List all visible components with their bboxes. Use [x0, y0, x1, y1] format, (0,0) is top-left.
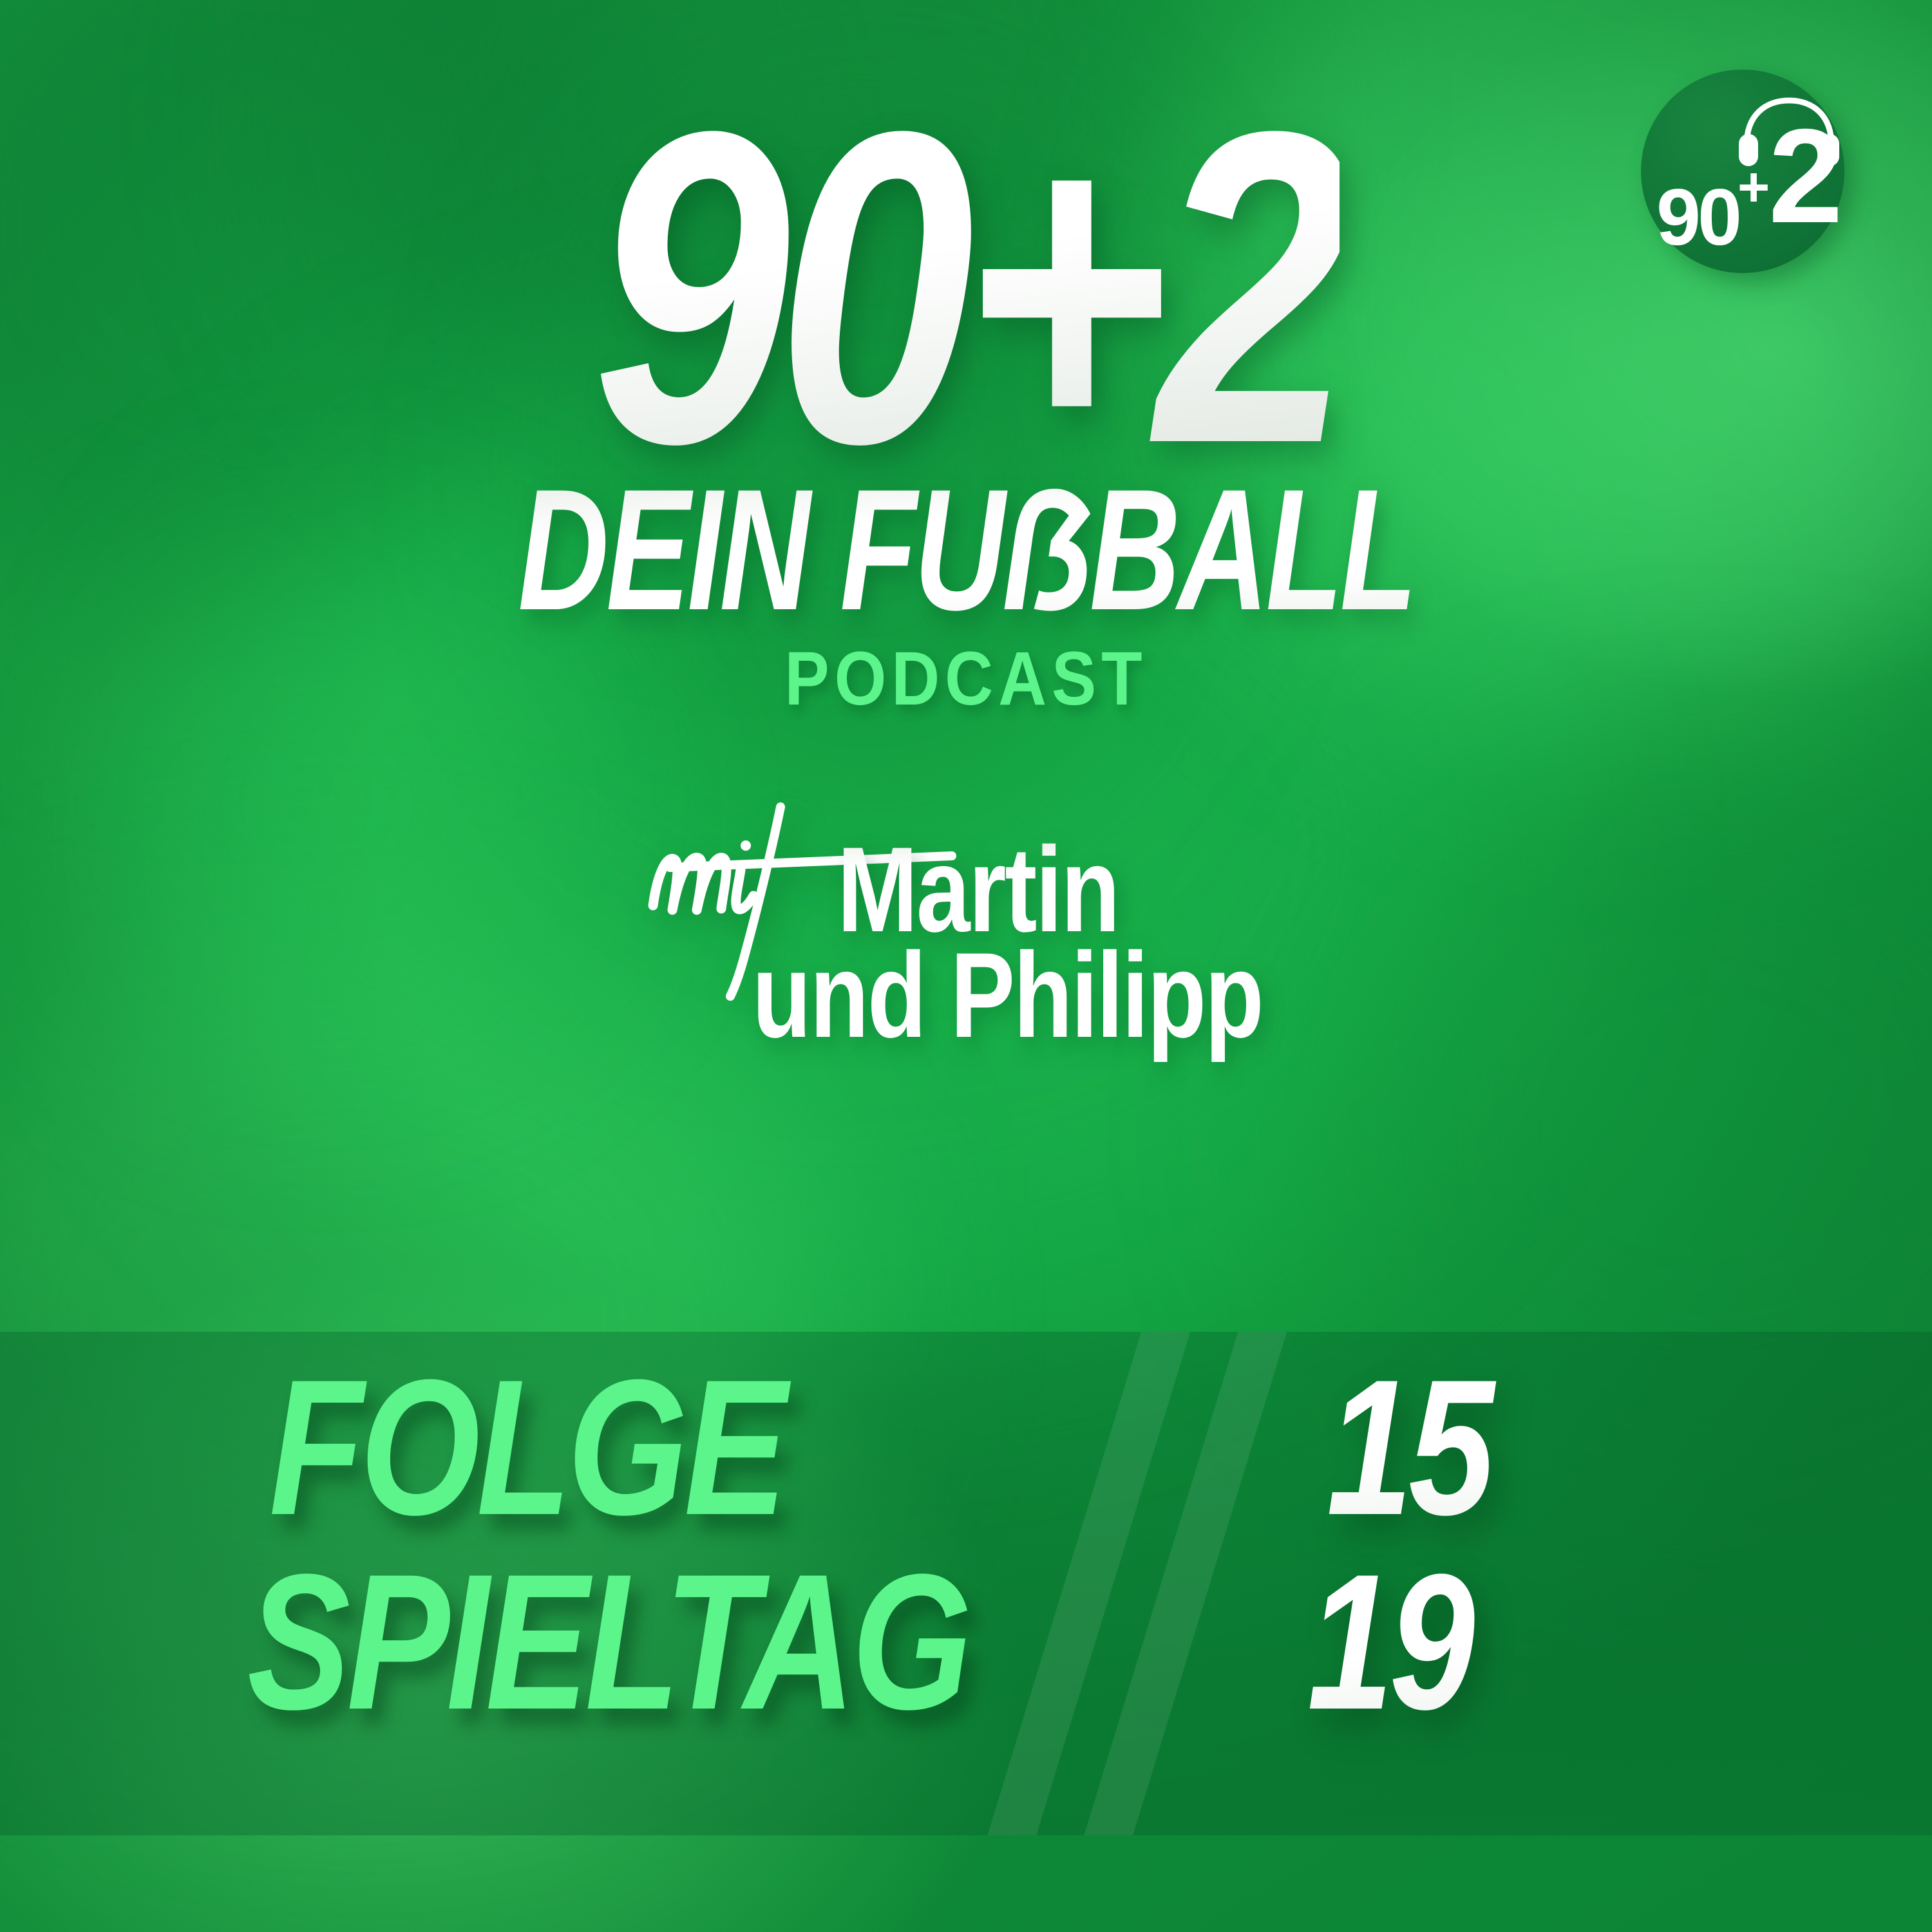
matchday-number: 19	[1307, 1545, 1683, 1738]
badge-plus-symbol: +	[1738, 156, 1770, 218]
format-label: PODCAST	[784, 636, 1148, 721]
headphones-icon	[1739, 97, 1839, 166]
page-title: 90+2	[592, 39, 1353, 536]
background-blur-blob	[64, 580, 580, 1030]
episode-info-panel: FOLGE SPIELTAG 15 19	[0, 1332, 1932, 1835]
subtitle: DEIN FUẞBALL	[518, 453, 1417, 647]
background-blur-blob	[0, 934, 837, 1707]
episode-labels: FOLGE SPIELTAG	[247, 1339, 1029, 1738]
title-lockup: 90+2 DEIN FUẞBALL PODCAST Martin und Phi…	[518, 39, 1417, 1056]
host-name-line-2: und Philipp	[752, 927, 1264, 1063]
badge-number-90: 90	[1656, 173, 1742, 262]
background-blur-blob	[580, 116, 1159, 824]
mit-script-icon	[648, 802, 956, 1001]
episode-label: FOLGE	[269, 1339, 787, 1555]
episode-values: 15 19	[1307, 1350, 1777, 1738]
logo-badge-content: 2 90 +	[1641, 70, 1844, 273]
matchday-label: SPIELTAG	[247, 1533, 972, 1750]
host-name-line-1: Martin	[837, 821, 1120, 957]
badge-number-2: 2	[1768, 102, 1843, 251]
background-blur-blob	[161, 361, 1513, 1327]
logo-badge: 2 90 +	[1641, 70, 1844, 273]
background-blur-blob	[1320, 773, 1932, 1481]
episode-number: 15	[1327, 1350, 1687, 1544]
hosts-signature-block: Martin und Philipp	[605, 779, 1327, 1056]
